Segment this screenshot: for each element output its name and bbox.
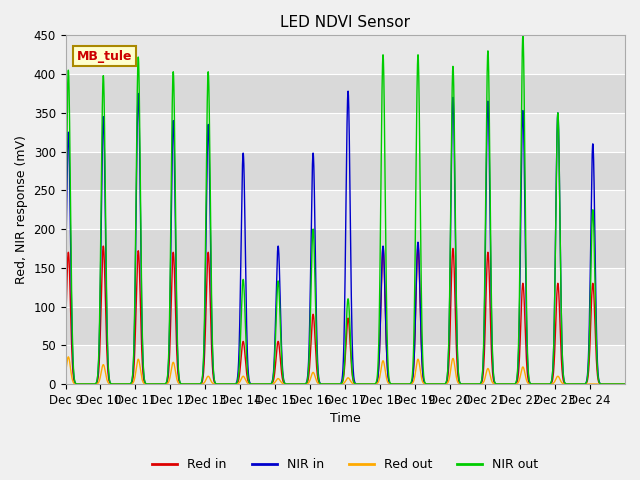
Bar bbox=[65, 229, 625, 268]
Bar bbox=[65, 152, 625, 190]
Y-axis label: Red, NIR response (mV): Red, NIR response (mV) bbox=[15, 135, 28, 284]
Legend: Red in, NIR in, Red out, NIR out: Red in, NIR in, Red out, NIR out bbox=[147, 453, 543, 476]
Text: MB_tule: MB_tule bbox=[77, 50, 132, 63]
Bar bbox=[65, 74, 625, 113]
Bar bbox=[65, 307, 625, 345]
Title: LED NDVI Sensor: LED NDVI Sensor bbox=[280, 15, 410, 30]
X-axis label: Time: Time bbox=[330, 412, 360, 425]
